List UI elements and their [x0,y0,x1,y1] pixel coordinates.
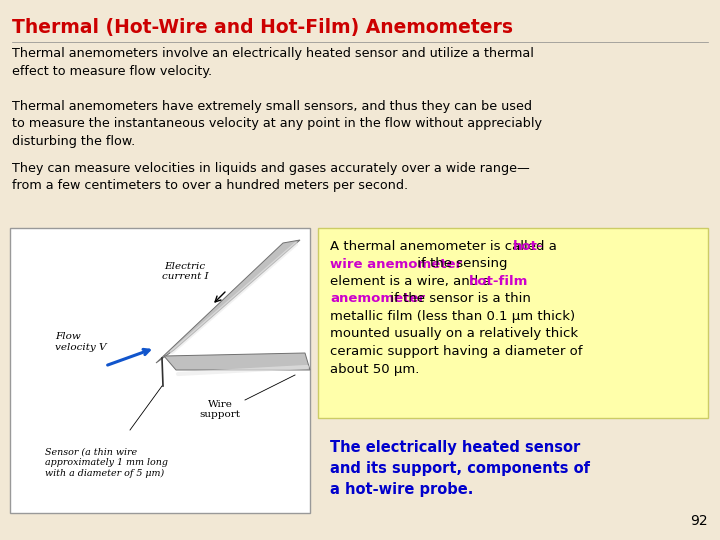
Text: hot-film: hot-film [469,275,528,288]
Text: Flow
velocity V: Flow velocity V [55,332,107,352]
Polygon shape [164,353,310,370]
Text: Sensor (a thin wire
approximately 1 mm long
with a diameter of 5 μm): Sensor (a thin wire approximately 1 mm l… [45,448,168,478]
Text: Wire
support: Wire support [199,400,240,420]
FancyBboxPatch shape [10,228,310,513]
Text: They can measure velocities in liquids and gases accurately over a wide range—
f: They can measure velocities in liquids a… [12,162,530,192]
Text: Thermal (Hot-Wire and Hot-Film) Anemometers: Thermal (Hot-Wire and Hot-Film) Anemomet… [12,18,513,37]
Text: 92: 92 [690,514,708,528]
Text: Thermal anemometers involve an electrically heated sensor and utilize a thermal
: Thermal anemometers involve an electrica… [12,47,534,78]
Text: The electrically heated sensor
and its support, components of
a hot-wire probe.: The electrically heated sensor and its s… [330,440,590,497]
FancyBboxPatch shape [318,228,708,418]
Polygon shape [156,240,300,363]
Text: metallic film (less than 0.1 μm thick): metallic film (less than 0.1 μm thick) [330,310,575,323]
Text: Thermal anemometers have extremely small sensors, and thus they can be used
to m: Thermal anemometers have extremely small… [12,100,542,148]
Text: element is a wire, and a: element is a wire, and a [330,275,495,288]
Text: wire anemometer: wire anemometer [330,258,462,271]
Text: if the sensing: if the sensing [413,258,508,271]
Text: ceramic support having a diameter of: ceramic support having a diameter of [330,345,582,358]
Text: Electric
current I: Electric current I [162,262,208,281]
Text: A thermal anemometer is called a: A thermal anemometer is called a [330,240,561,253]
Text: about 50 μm.: about 50 μm. [330,362,419,375]
Text: if the sensor is a thin: if the sensor is a thin [385,293,531,306]
Text: hot-: hot- [513,240,544,253]
Text: mounted usually on a relatively thick: mounted usually on a relatively thick [330,327,578,341]
Text: anemometer: anemometer [330,293,425,306]
